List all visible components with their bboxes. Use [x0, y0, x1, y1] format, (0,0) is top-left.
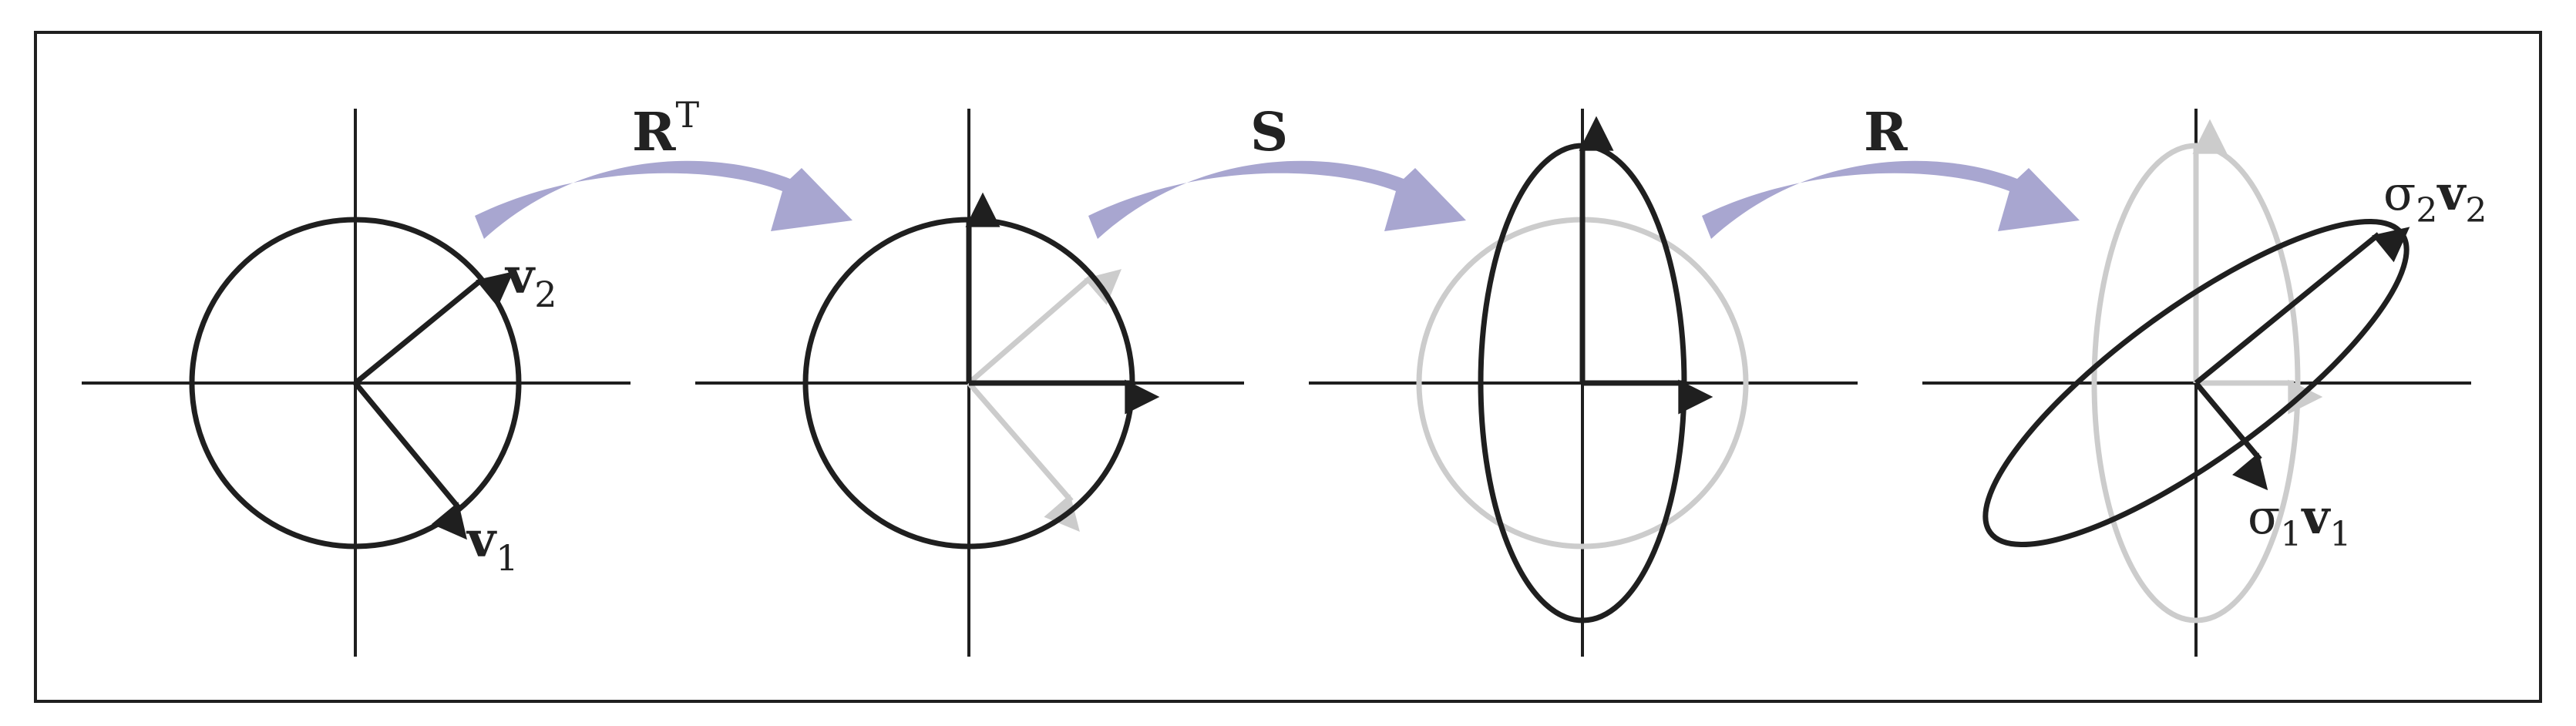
vector-v1: [353, 381, 467, 540]
panel-1-original: v2 v1: [82, 109, 631, 657]
faded-vector-v2: [967, 269, 1122, 385]
panel-3-scaled: [1309, 109, 1858, 657]
label-rt: RT: [632, 94, 700, 163]
panel-2-rotated: [695, 109, 1244, 657]
curved-arrow-icon: [475, 160, 853, 239]
vector-v2: [353, 271, 514, 385]
curved-arrow-icon: [1088, 160, 1466, 239]
vector-sigma2-v2: [2194, 227, 2410, 385]
label-s: S: [1250, 102, 1288, 163]
label-v2: v2: [504, 247, 557, 315]
label-sigma2-v2: σ2v2: [2383, 165, 2487, 230]
vector-sigma1-v1: [2194, 381, 2268, 491]
label-sigma1-v1: σ1v1: [2248, 489, 2351, 554]
transform-arrow-r: R: [1702, 102, 2080, 239]
panel-4-final: σ2v2 σ1v1: [1922, 109, 2487, 657]
faded-vector-v1: [967, 381, 1080, 532]
unit-circle: [189, 217, 522, 550]
transform-arrow-s: S: [1088, 102, 1466, 239]
curved-arrow-icon: [1702, 160, 2080, 239]
label-r: R: [1864, 102, 1908, 163]
frame: [34, 31, 2542, 703]
transform-arrow-rt: RT: [475, 94, 853, 239]
label-v1: v1: [466, 511, 518, 579]
